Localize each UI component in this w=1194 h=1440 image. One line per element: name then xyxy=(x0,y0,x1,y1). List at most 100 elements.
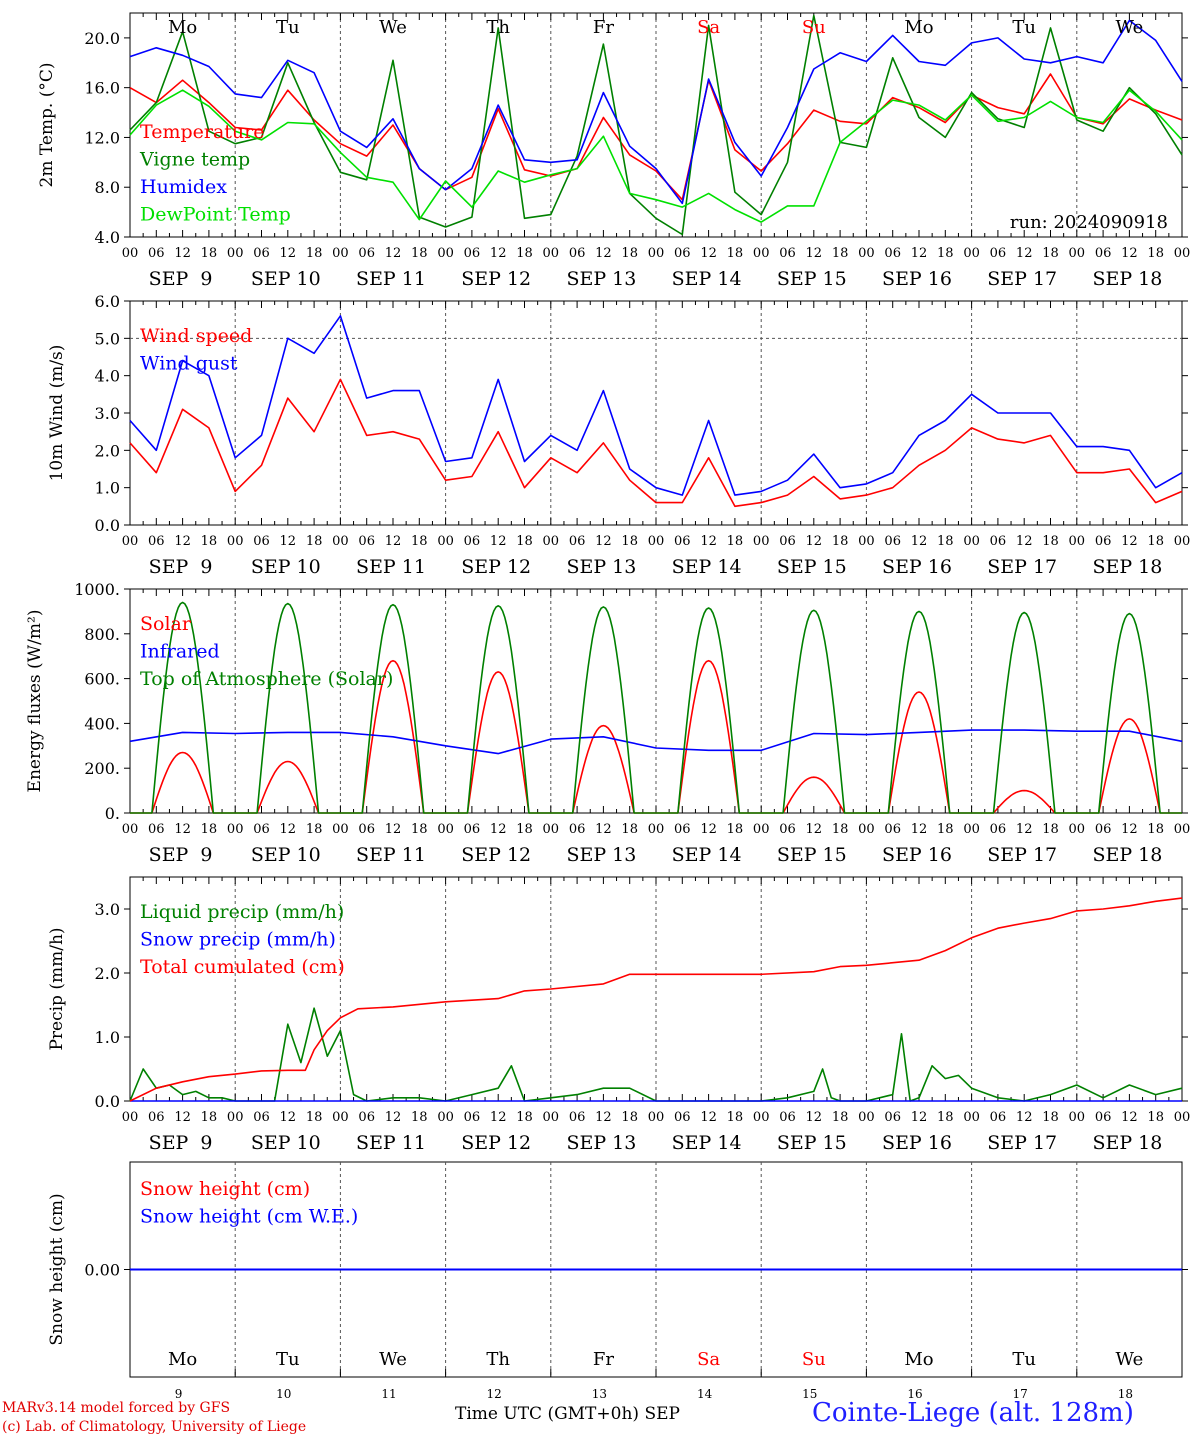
temp-y-axis-label: 2m Temp. (°C) xyxy=(37,62,57,187)
energy-y-tick-label: 800. xyxy=(84,625,120,644)
wind-y-tick-label: 5.0 xyxy=(95,329,120,348)
energy-y-tick-label: 1000. xyxy=(74,580,120,599)
precip-hour-label: 12 xyxy=(385,1110,402,1125)
temp-y-tick-label: 12.0 xyxy=(84,128,120,147)
temp-y-tick-label: 8.0 xyxy=(95,178,120,197)
temp-hour-label: 12 xyxy=(595,246,612,261)
temp-hour-label: 18 xyxy=(832,246,849,261)
precip-y-tick-label: 2.0 xyxy=(95,964,120,983)
wind-date-label: SEP 12 xyxy=(461,556,531,578)
weekday-label: Tu xyxy=(1012,17,1036,38)
precip-date-label: SEP 17 xyxy=(987,1132,1057,1154)
precip-legend-entry: Liquid precip (mm/h) xyxy=(140,901,344,923)
precip-legend-entry: Total cumulated (cm) xyxy=(140,956,345,978)
precip-hour-label: 18 xyxy=(621,1110,638,1125)
precip-hour-label: 06 xyxy=(148,1110,165,1125)
run-label: run: 2024090918 xyxy=(1010,212,1168,233)
wind-y-tick-label: 0.0 xyxy=(95,516,120,535)
precip-date-label: SEP 18 xyxy=(1092,1132,1162,1154)
temp-hour-label: 18 xyxy=(937,246,954,261)
temp-hour-label: 00 xyxy=(858,246,875,261)
precip-hour-label: 06 xyxy=(464,1110,481,1125)
energy-y-tick-label: 200. xyxy=(84,759,120,778)
precip-date-label: SEP 15 xyxy=(777,1132,847,1154)
temp-hour-label: 18 xyxy=(1042,246,1059,261)
temp-hour-label: 12 xyxy=(385,246,402,261)
wind-hour-label: 18 xyxy=(1042,534,1059,549)
temp-hour-label: 12 xyxy=(280,246,297,261)
temp-date-label: SEP 13 xyxy=(566,268,636,290)
snow-weekday-label: Mo xyxy=(168,1349,197,1370)
precip-hour-label: 00 xyxy=(227,1110,244,1125)
wind-date-label: SEP 10 xyxy=(251,556,321,578)
precip-hour-label: 18 xyxy=(516,1110,533,1125)
temp-hour-label: 06 xyxy=(990,246,1007,261)
snow-legend-entry: Snow height (cm) xyxy=(140,1178,310,1200)
energy-hour-label: 00 xyxy=(122,822,139,837)
energy-hour-label: 18 xyxy=(1147,822,1164,837)
energy-hour-label: 06 xyxy=(148,822,165,837)
energy-hour-label: 06 xyxy=(1095,822,1112,837)
weekday-label: Fr xyxy=(593,17,614,38)
day-number-label: 14 xyxy=(697,1387,713,1400)
energy-hour-label: 00 xyxy=(648,822,665,837)
energy-hour-label: 18 xyxy=(832,822,849,837)
energy-hour-label: 18 xyxy=(411,822,428,837)
energy-hour-label: 12 xyxy=(1016,822,1033,837)
wind-hour-label: 00 xyxy=(858,534,875,549)
energy-hour-label: 12 xyxy=(280,822,297,837)
precip-date-label: SEP 13 xyxy=(566,1132,636,1154)
energy-hour-label: 06 xyxy=(464,822,481,837)
weekday-label: Sa xyxy=(697,17,720,38)
energy-hour-label: 18 xyxy=(516,822,533,837)
wind-hour-label: 12 xyxy=(490,534,507,549)
snow-weekday-label: Th xyxy=(486,1349,510,1370)
precip-hour-label: 06 xyxy=(884,1110,901,1125)
wind-y-tick-label: 3.0 xyxy=(95,404,120,423)
wind-series-wind-gust xyxy=(129,315,1183,496)
temp-hour-label: 00 xyxy=(543,246,560,261)
meteogram-chart: 4.0 8.0 12.0 16.0 20.0 2m Temp. (°C) Temperatu… xyxy=(25,12,1191,1400)
energy-hour-label: 18 xyxy=(201,822,218,837)
wind-y-tick-label: 1.0 xyxy=(95,479,120,498)
energy-hour-label: 00 xyxy=(1069,822,1086,837)
energy-y-tick-label: 600. xyxy=(84,670,120,689)
wind-series-wind-speed xyxy=(129,378,1183,508)
wind-hour-label: 06 xyxy=(779,534,796,549)
energy-hour-label: 12 xyxy=(700,822,717,837)
wind-hour-label: 18 xyxy=(621,534,638,549)
energy-hour-label: 00 xyxy=(227,822,244,837)
day-number-label: 11 xyxy=(381,1387,396,1400)
precip-hour-label: 06 xyxy=(990,1110,1007,1125)
wind-hour-label: 06 xyxy=(990,534,1007,549)
energy-date-label: SEP 14 xyxy=(672,844,742,866)
snow-weekday-label: Tu xyxy=(1012,1349,1036,1370)
energy-hour-label: 06 xyxy=(884,822,901,837)
temp-hour-label: 18 xyxy=(306,246,323,261)
precip-y-tick-label: 3.0 xyxy=(95,900,120,919)
temp-hour-label: 00 xyxy=(1069,246,1086,261)
temp-hour-label: 12 xyxy=(1121,246,1138,261)
weekday-label: Mo xyxy=(904,17,933,38)
wind-y-tick-label: 4.0 xyxy=(95,367,120,386)
temp-hour-label: 06 xyxy=(358,246,375,261)
temp-hour-label: 12 xyxy=(174,246,191,261)
snow-weekday-label: We xyxy=(379,1349,407,1370)
temp-hour-label: 00 xyxy=(963,246,980,261)
snow-weekday-label: Fr xyxy=(593,1349,614,1370)
precip-series-total-cumulated-cm xyxy=(129,897,1183,1102)
temp-hour-label: 00 xyxy=(753,246,770,261)
energy-hour-label: 12 xyxy=(595,822,612,837)
wind-hour-label: 00 xyxy=(227,534,244,549)
temp-hour-label: 00 xyxy=(1174,246,1191,261)
temp-y-tick-label: 20.0 xyxy=(84,29,120,48)
day-number-label: 18 xyxy=(1118,1387,1133,1400)
precip-hour-label: 12 xyxy=(174,1110,191,1125)
precip-hour-label: 06 xyxy=(569,1110,586,1125)
temp-hour-label: 12 xyxy=(490,246,507,261)
energy-hour-label: 00 xyxy=(753,822,770,837)
temp-series-vigne-temp xyxy=(129,14,1183,236)
precip-y-tick-label: 1.0 xyxy=(95,1028,120,1047)
energy-hour-label: 12 xyxy=(490,822,507,837)
precip-hour-label: 18 xyxy=(411,1110,428,1125)
